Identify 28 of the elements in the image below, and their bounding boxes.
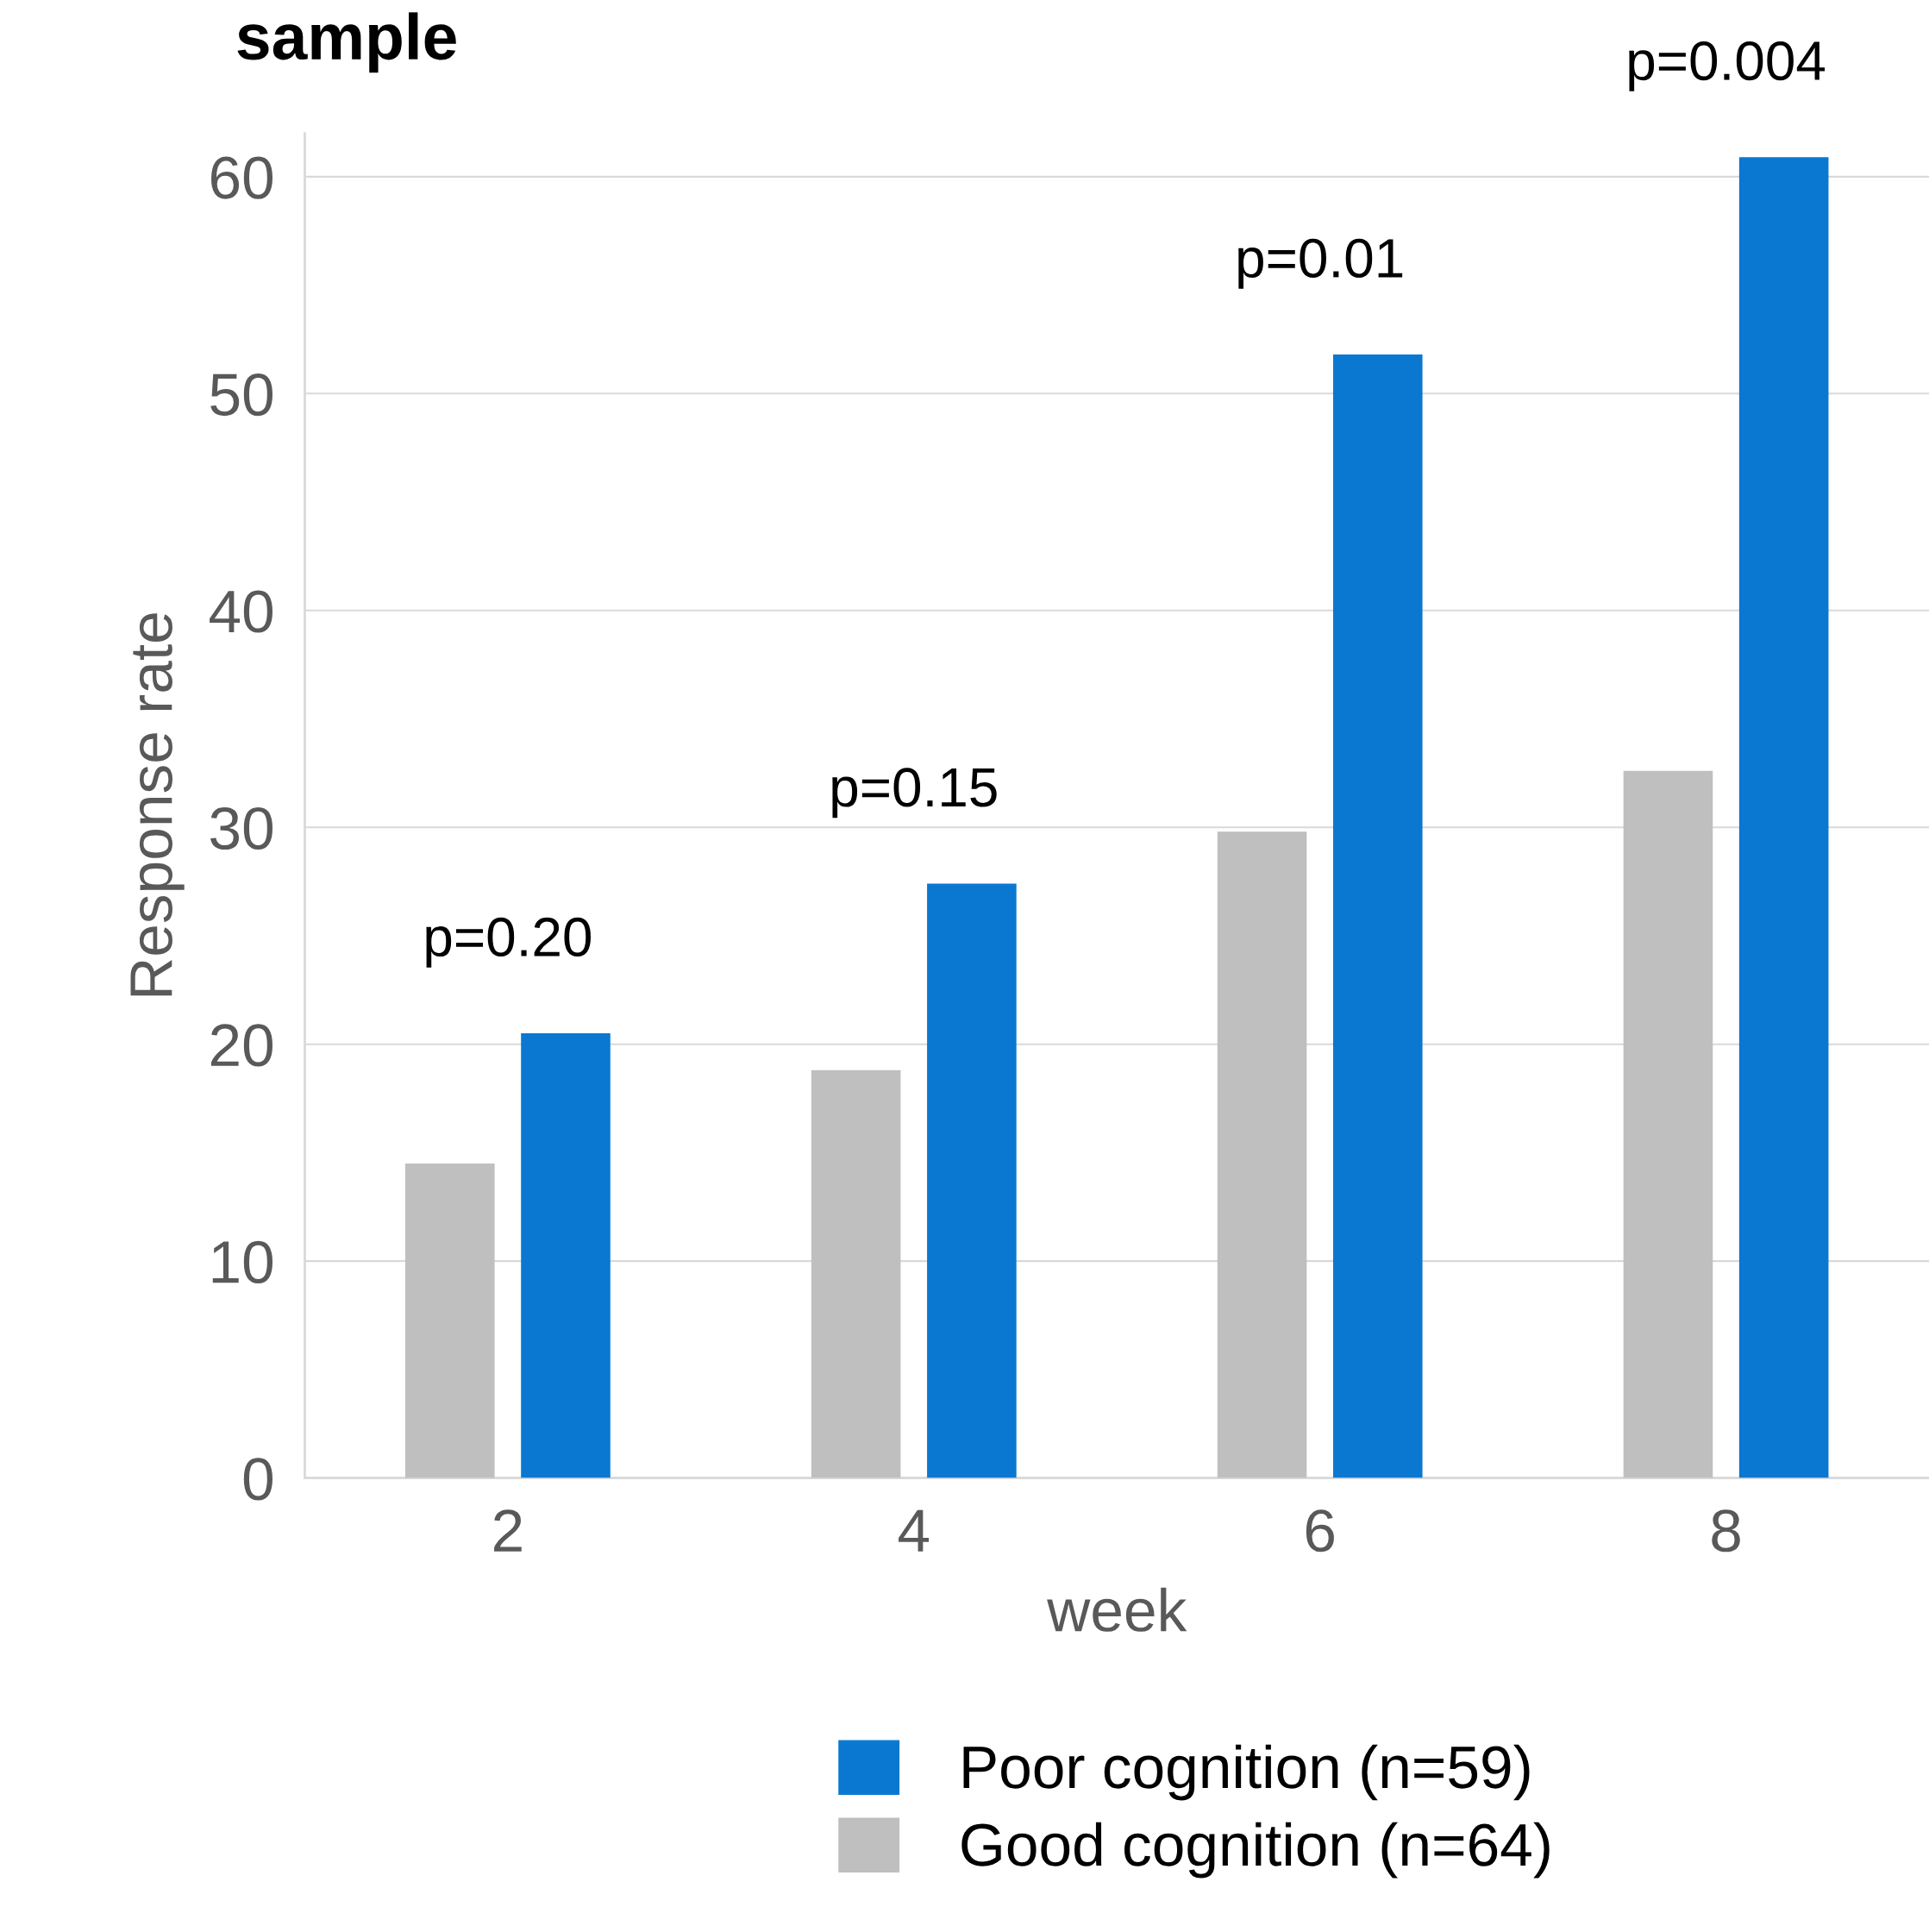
bar — [811, 1070, 901, 1478]
x-tick-label: 4 — [899, 1509, 930, 1552]
text: p=0.004 — [1629, 41, 1826, 91]
annotation: p=0.20 — [426, 917, 591, 968]
legend-label: Good cognition (n=64) — [961, 1822, 1550, 1879]
y-tick-label: 0 — [243, 1458, 273, 1501]
annotation: p=0.01 — [1238, 238, 1403, 289]
bar — [1332, 354, 1423, 1478]
chart-title: sample — [237, 12, 456, 73]
y-tick-label: 40 — [210, 590, 273, 633]
legend-label: Poor cognition (n=59) — [963, 1744, 1530, 1801]
bar — [927, 883, 1017, 1478]
bar — [1217, 831, 1307, 1478]
x-axis-title: week — [1047, 1587, 1187, 1632]
y-axis-title: Response rate — [130, 613, 185, 996]
annotation: p=0.15 — [832, 768, 997, 819]
x-tick-label: 2 — [494, 1509, 522, 1552]
x-tick-label: 6 — [1306, 1509, 1334, 1552]
y-tick-label: 20 — [210, 1024, 273, 1067]
y-tick-label: 50 — [210, 373, 273, 417]
y-tick-label: 10 — [212, 1240, 273, 1283]
bar — [1738, 157, 1829, 1478]
bar — [404, 1163, 495, 1478]
y-tick-label: 30 — [210, 806, 273, 850]
bar — [521, 1033, 611, 1478]
bar — [1623, 770, 1713, 1478]
x-tick-label: 8 — [1712, 1509, 1740, 1552]
y-tick-label: 60 — [211, 156, 273, 199]
